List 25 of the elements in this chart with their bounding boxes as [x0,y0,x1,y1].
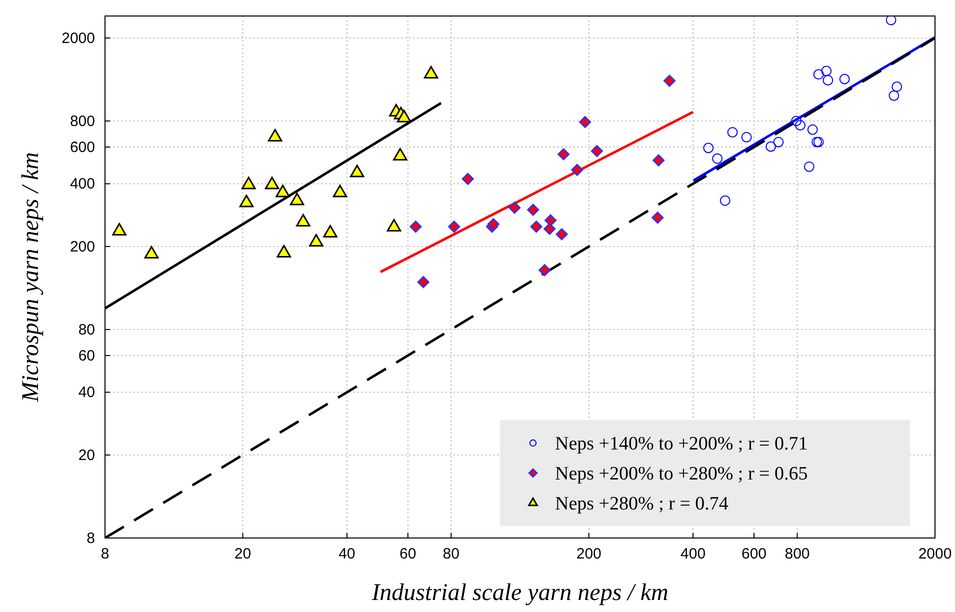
x-tick-label: 20 [234,546,252,563]
legend-label: Neps +200% to +280% ; r = 0.65 [555,464,808,485]
x-tick-label: 80 [442,546,460,563]
x-tick-label: 200 [576,546,602,563]
y-tick-label: 2000 [62,30,95,47]
x-tick-label: 60 [400,546,416,563]
y-tick-label: 20 [78,446,95,464]
y-tick-label: 40 [78,384,95,402]
y-tick-label: 60 [78,347,95,364]
y-tick-label: 600 [70,138,95,156]
legend-label: Neps +280% ; r = 0.74 [555,494,729,515]
y-tick-label: 200 [70,238,95,256]
x-tick-label: 2000 [918,546,952,563]
legend-label: Neps +140% to +200% ; r = 0.71 [555,434,808,455]
x-tick-label: 400 [680,546,706,563]
y-tick-label: 400 [70,176,95,193]
y-tick-label: 800 [70,112,95,130]
x-tick-label: 800 [784,546,810,563]
x-tick-label: 40 [338,546,356,563]
y-tick-label: 8 [86,530,95,547]
x-axis-title: Industrial scale yarn neps / km [370,580,668,606]
y-axis-title: Microspun yarn neps / km [18,152,44,403]
x-tick-label: 8 [100,546,110,563]
x-tick-label: 600 [742,546,767,563]
y-tick-label: 80 [78,321,95,338]
